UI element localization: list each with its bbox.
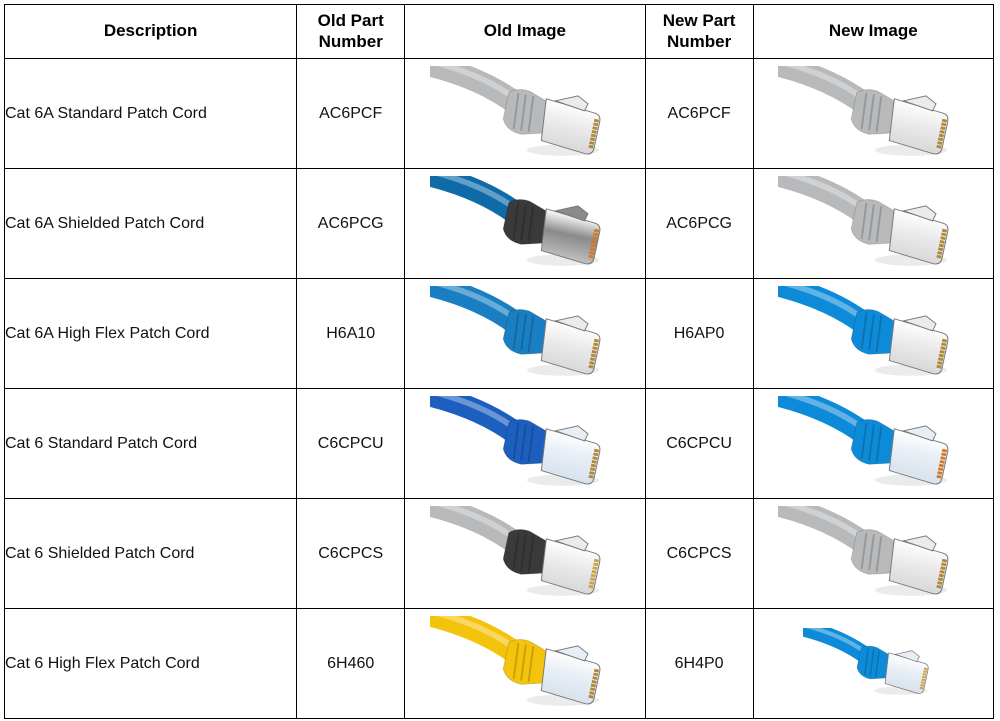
column-header-label: Old Part Number bbox=[297, 1, 404, 62]
column-header-label: New Part Number bbox=[646, 1, 753, 62]
cable-connector-icon bbox=[430, 616, 620, 712]
column-header-new_image: New Image bbox=[753, 5, 993, 59]
new-image bbox=[754, 279, 993, 388]
new-image-cell bbox=[753, 59, 993, 169]
new-image bbox=[754, 169, 993, 278]
old-image-cell bbox=[405, 279, 645, 389]
new-part-cell: AC6PCG bbox=[645, 169, 753, 279]
old-image bbox=[405, 59, 644, 168]
new-image bbox=[754, 59, 993, 168]
new-part-cell: C6CPCS bbox=[645, 499, 753, 609]
cable-connector-icon bbox=[778, 396, 968, 492]
cable-connector-icon bbox=[430, 66, 620, 162]
old-part-cell: H6A10 bbox=[297, 279, 405, 389]
new-part-cell: AC6PCF bbox=[645, 59, 753, 169]
old-part-cell: C6CPCS bbox=[297, 499, 405, 609]
table-row: Cat 6A Shielded Patch Cord AC6PCG AC6PCG bbox=[5, 169, 994, 279]
page: DescriptionOld Part NumberOld ImageNew P… bbox=[0, 0, 1000, 721]
new-part-number: 6H4P0 bbox=[675, 655, 724, 672]
column-header-label: Description bbox=[5, 1, 296, 62]
old-part-number: C6CPCU bbox=[318, 435, 384, 452]
description-cell: Cat 6 Standard Patch Cord bbox=[5, 389, 297, 499]
column-header-old_image: Old Image bbox=[405, 5, 645, 59]
old-part-cell: AC6PCF bbox=[297, 59, 405, 169]
table-header-row: DescriptionOld Part NumberOld ImageNew P… bbox=[5, 5, 994, 59]
column-header-label: New Image bbox=[754, 1, 993, 62]
description-cell: Cat 6 Shielded Patch Cord bbox=[5, 499, 297, 609]
table-row: Cat 6A High Flex Patch Cord H6A10 H6AP0 bbox=[5, 279, 994, 389]
column-header-description: Description bbox=[5, 5, 297, 59]
description-cell: Cat 6A Standard Patch Cord bbox=[5, 59, 297, 169]
old-part-number: 6H460 bbox=[327, 655, 374, 672]
description-cell: Cat 6 High Flex Patch Cord bbox=[5, 609, 297, 719]
new-part-cell: C6CPCU bbox=[645, 389, 753, 499]
description-text: Cat 6 Shielded Patch Cord bbox=[5, 545, 194, 562]
old-part-number: C6CPCS bbox=[318, 545, 383, 562]
old-part-number: AC6PCF bbox=[319, 105, 382, 122]
new-image bbox=[754, 609, 993, 718]
old-image bbox=[405, 279, 644, 388]
table-row: Cat 6 Shielded Patch Cord C6CPCS C6CPCS bbox=[5, 499, 994, 609]
description-text: Cat 6A High Flex Patch Cord bbox=[5, 325, 210, 342]
table-body: Cat 6A Standard Patch CordAC6PCFAC6PCFCa… bbox=[5, 59, 994, 719]
cable-connector-icon bbox=[430, 506, 620, 602]
old-image bbox=[405, 609, 644, 718]
old-image-cell bbox=[405, 169, 645, 279]
table-row: Cat 6 High Flex Patch Cord 6H460 6H4P0 bbox=[5, 609, 994, 719]
new-part-number: H6AP0 bbox=[674, 325, 725, 342]
old-image-cell bbox=[405, 59, 645, 169]
new-part-number: C6CPCU bbox=[666, 435, 732, 452]
new-image-cell bbox=[753, 609, 993, 719]
table-row: Cat 6 Standard Patch Cord C6CPCU C6CPCU bbox=[5, 389, 994, 499]
cable-connector-icon bbox=[430, 176, 620, 272]
new-image bbox=[754, 389, 993, 498]
column-header-old_part: Old Part Number bbox=[297, 5, 405, 59]
new-image bbox=[754, 499, 993, 608]
description-cell: Cat 6A High Flex Patch Cord bbox=[5, 279, 297, 389]
old-image bbox=[405, 499, 644, 608]
new-image-cell bbox=[753, 279, 993, 389]
old-part-number: AC6PCG bbox=[318, 215, 384, 232]
description-text: Cat 6A Shielded Patch Cord bbox=[5, 215, 204, 232]
new-part-cell: 6H4P0 bbox=[645, 609, 753, 719]
new-part-number: AC6PCF bbox=[668, 105, 731, 122]
old-image-cell bbox=[405, 609, 645, 719]
cable-connector-icon bbox=[430, 286, 620, 382]
old-image-cell bbox=[405, 389, 645, 499]
old-part-cell: AC6PCG bbox=[297, 169, 405, 279]
cable-connector-icon bbox=[778, 286, 968, 382]
cable-connector-icon bbox=[430, 396, 620, 492]
cable-connector-icon bbox=[803, 628, 943, 700]
table-row: Cat 6A Standard Patch Cord AC6PCF AC6PCF bbox=[5, 59, 994, 169]
patch-cord-table: DescriptionOld Part NumberOld ImageNew P… bbox=[4, 4, 994, 719]
old-part-cell: 6H460 bbox=[297, 609, 405, 719]
old-image bbox=[405, 389, 644, 498]
cable-connector-icon bbox=[778, 506, 968, 602]
new-image-cell bbox=[753, 169, 993, 279]
description-text: Cat 6 High Flex Patch Cord bbox=[5, 655, 200, 672]
description-text: Cat 6A Standard Patch Cord bbox=[5, 105, 207, 122]
cable-connector-icon bbox=[778, 66, 968, 162]
description-cell: Cat 6A Shielded Patch Cord bbox=[5, 169, 297, 279]
old-part-number: H6A10 bbox=[326, 325, 375, 342]
old-part-cell: C6CPCU bbox=[297, 389, 405, 499]
old-image bbox=[405, 169, 644, 278]
new-part-cell: H6AP0 bbox=[645, 279, 753, 389]
new-image-cell bbox=[753, 389, 993, 499]
description-text: Cat 6 Standard Patch Cord bbox=[5, 435, 197, 452]
new-part-number: AC6PCG bbox=[666, 215, 732, 232]
new-image-cell bbox=[753, 499, 993, 609]
old-image-cell bbox=[405, 499, 645, 609]
new-part-number: C6CPCS bbox=[667, 545, 732, 562]
cable-connector-icon bbox=[778, 176, 968, 272]
column-header-new_part: New Part Number bbox=[645, 5, 753, 59]
column-header-label: Old Image bbox=[405, 1, 644, 62]
